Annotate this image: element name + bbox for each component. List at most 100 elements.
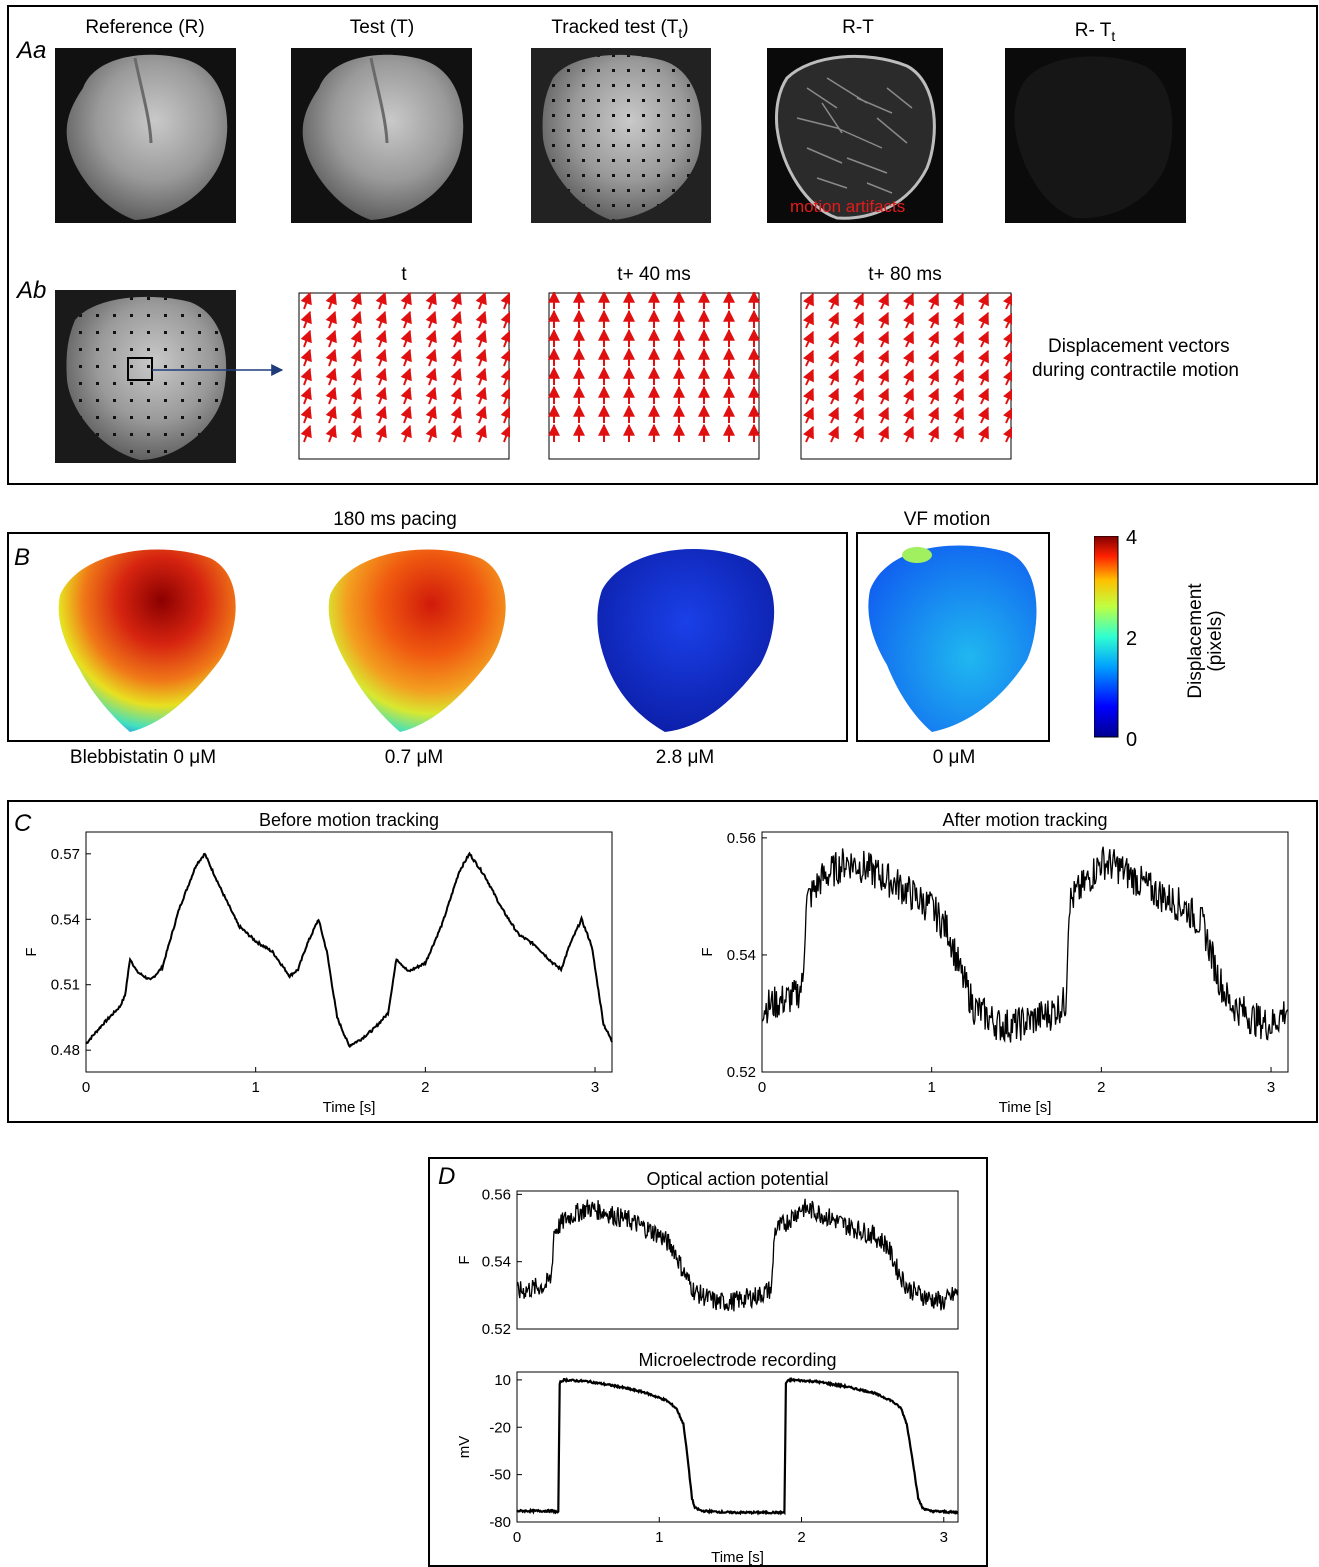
displacement-vector xyxy=(952,349,964,367)
displacement-vector xyxy=(375,329,387,348)
displacement-vector xyxy=(877,311,889,329)
displacement-vector xyxy=(325,367,337,386)
y-tick-label: 0.56 xyxy=(727,830,756,847)
x-tick-label: 3 xyxy=(940,1529,948,1546)
displacement-vector xyxy=(450,348,462,367)
displacement-vector xyxy=(927,387,939,405)
displacement-vector xyxy=(1002,387,1012,405)
displacement-vector xyxy=(877,425,889,443)
displacement-vector xyxy=(802,330,814,348)
displacement-vector xyxy=(1002,330,1012,348)
panel-c-frame xyxy=(7,800,1318,1123)
panel-d-frame xyxy=(428,1157,988,1567)
displacement-vector xyxy=(475,292,487,310)
displacement-vector xyxy=(400,292,412,310)
series-line xyxy=(516,1376,959,1516)
title-tracked-test: Tracked test (Tt) xyxy=(551,17,689,41)
panel-b-vf-frame xyxy=(856,532,1050,742)
heatmap-vf-motion xyxy=(868,545,1037,732)
displacement-vector xyxy=(400,348,412,367)
heatmap-blebbistatin-0 xyxy=(58,549,236,732)
displacement-vector xyxy=(877,349,889,367)
displacement-vector xyxy=(852,387,864,405)
displacement-vector xyxy=(927,406,939,424)
displacement-vector xyxy=(902,406,914,424)
displacement-vector xyxy=(852,330,864,348)
displacement-vector xyxy=(802,406,814,424)
panel-a-frame xyxy=(7,5,1318,485)
displacement-vector xyxy=(450,386,462,405)
displacement-vector xyxy=(400,367,412,386)
displacement-vector xyxy=(802,311,814,329)
displacement-vector xyxy=(350,329,362,348)
displacement-vector xyxy=(877,368,889,386)
x-tick-label: 1 xyxy=(252,1079,260,1096)
colorbar-tick-4: 4 xyxy=(1126,527,1138,549)
label-blebbistatin-0-7: 0.7 μM xyxy=(384,747,444,768)
image-tracked-grid xyxy=(55,290,236,463)
chart-microelectrode: Microelectrode recording 0 1 2 3 -80 -50 -20 10 T… xyxy=(456,1350,959,1566)
displacement-vector xyxy=(927,292,939,310)
vector-field-t40 xyxy=(548,292,760,460)
displacement-vector xyxy=(425,329,437,348)
displacement-vector xyxy=(977,387,989,405)
displacement-vector xyxy=(450,329,462,348)
displacement-vector xyxy=(300,348,312,367)
image-tracked-test xyxy=(531,48,711,223)
displacement-vector xyxy=(902,425,914,443)
displacement-vector xyxy=(425,386,437,405)
displacement-vector xyxy=(300,367,312,386)
y-tick-label: -80 xyxy=(489,1514,511,1531)
y-axis-label: F xyxy=(23,947,40,956)
displacement-vector xyxy=(852,311,864,329)
displacement-vector xyxy=(325,386,337,405)
series-line xyxy=(761,846,1289,1043)
displacement-vector xyxy=(325,424,337,443)
displacement-vector xyxy=(827,368,839,386)
label-blebbistatin-0: Blebbistatin 0 μM xyxy=(69,747,217,768)
displacement-vector xyxy=(902,387,914,405)
displacement-vector xyxy=(902,311,914,329)
plot-area xyxy=(516,1371,959,1523)
title-reference: Reference (R) xyxy=(85,17,205,38)
chart-optical-ap: Optical action potential 0.52 0.54 0.56 F xyxy=(456,1169,959,1338)
x-axis-label: Time [s] xyxy=(323,1099,376,1116)
label-vf-0: 0 μM xyxy=(932,747,976,768)
displacement-vector xyxy=(475,386,487,405)
displacement-vector xyxy=(300,310,312,329)
displacement-vector xyxy=(977,292,989,310)
displacement-vector xyxy=(500,405,510,424)
displacement-vector xyxy=(902,349,914,367)
panel-a-b-label: Ab xyxy=(17,277,47,304)
displacement-vector xyxy=(927,311,939,329)
image-reference xyxy=(55,48,236,223)
displacement-vector xyxy=(902,368,914,386)
displacement-vector xyxy=(450,292,462,310)
displacement-vector xyxy=(952,292,964,310)
displacement-vector xyxy=(400,329,412,348)
displacement-vector xyxy=(425,292,437,310)
panel-c-label: C xyxy=(14,810,32,837)
displacement-vector xyxy=(977,330,989,348)
displacement-vector xyxy=(475,367,487,386)
displacement-vector xyxy=(852,425,864,443)
displacement-vector xyxy=(475,405,487,424)
displacement-vector xyxy=(877,387,889,405)
displacement-vector xyxy=(300,329,312,348)
displacement-vector xyxy=(1002,349,1012,367)
displacement-vector xyxy=(300,424,312,443)
displacement-vector xyxy=(325,405,337,424)
displacement-vector xyxy=(300,405,312,424)
chart-title: After motion tracking xyxy=(942,810,1107,830)
x-tick-label: 1 xyxy=(928,1079,936,1096)
y-tick-label: 0.54 xyxy=(727,947,756,964)
displacement-vector xyxy=(802,292,814,310)
displacement-vector xyxy=(425,310,437,329)
displacement-vector xyxy=(500,310,510,329)
displacement-vector xyxy=(500,386,510,405)
displacement-vector xyxy=(400,424,412,443)
y-tick-label: 0.48 xyxy=(51,1042,80,1059)
chart-title: Optical action potential xyxy=(646,1169,828,1189)
displacement-vector xyxy=(952,368,964,386)
displacement-vector xyxy=(927,349,939,367)
